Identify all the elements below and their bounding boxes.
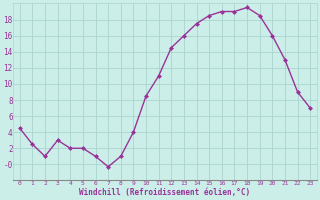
X-axis label: Windchill (Refroidissement éolien,°C): Windchill (Refroidissement éolien,°C) (79, 188, 251, 197)
